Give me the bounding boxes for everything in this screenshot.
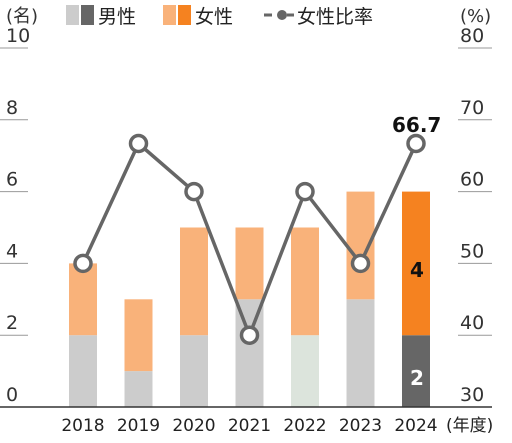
x-tick-label-2024: 2024 bbox=[394, 416, 437, 436]
bar-female-2020 bbox=[180, 227, 208, 336]
left-tick-label-0: 0 bbox=[6, 384, 18, 406]
right-tick-label-60: 60 bbox=[460, 169, 484, 191]
legend-label-male: 男性 bbox=[98, 6, 136, 28]
legend-line-marker-icon bbox=[277, 10, 287, 20]
x-axis-unit: (年度) bbox=[446, 416, 493, 436]
ratio-point-2018 bbox=[73, 253, 93, 274]
legend-label-ratio: 女性比率 bbox=[297, 6, 373, 28]
ratio-point-2020 bbox=[184, 181, 204, 202]
x-tick-label-2022: 2022 bbox=[283, 416, 326, 436]
legend-swatch-male-light bbox=[66, 5, 79, 25]
x-tick-label-2020: 2020 bbox=[172, 416, 215, 436]
bar-female-2024 bbox=[402, 191, 430, 336]
axis-layer: 0 30 2 40 4 50 6 60 8 70 10 80 2018 2019 2020 2021 2022 2… bbox=[0, 25, 492, 436]
legend-swatch-female-dark bbox=[178, 5, 191, 25]
left-axis-unit: (名) bbox=[6, 6, 38, 27]
bar-layer bbox=[69, 191, 430, 407]
legend-swatch-female-light bbox=[163, 5, 176, 25]
right-tick-label-30: 30 bbox=[460, 384, 484, 406]
legend-label-female: 女性 bbox=[195, 6, 233, 28]
bar-male-2018 bbox=[69, 335, 97, 407]
left-tick-label-2: 2 bbox=[6, 312, 18, 334]
legend: 男性 女性 女性比率 bbox=[66, 5, 373, 28]
bar-male-2019 bbox=[124, 371, 153, 407]
right-axis-unit: (%) bbox=[460, 6, 491, 27]
bar-female-2022 bbox=[291, 227, 319, 336]
right-tick-label-40: 40 bbox=[460, 312, 484, 334]
right-tick-label-70: 70 bbox=[460, 97, 484, 119]
ratio-point-2021 bbox=[239, 325, 260, 345]
bar-male-2021 bbox=[235, 299, 264, 407]
male-2024-value-label: 2 bbox=[410, 366, 424, 390]
bar-female-2018 bbox=[69, 263, 97, 336]
bar-male-2020 bbox=[180, 335, 208, 407]
female-2024-value-label: 4 bbox=[410, 258, 424, 282]
ratio-point-2023 bbox=[350, 253, 371, 274]
bar-male-2022 bbox=[291, 335, 319, 407]
grid-layer bbox=[0, 47, 492, 336]
peak-ratio-label: 66.7 bbox=[392, 113, 441, 137]
right-tick-label-50: 50 bbox=[460, 240, 484, 262]
line-layer bbox=[73, 133, 426, 345]
right-tick-label-80: 80 bbox=[460, 25, 484, 47]
x-tick-label-2019: 2019 bbox=[117, 416, 160, 436]
x-tick-label-2021: 2021 bbox=[228, 416, 271, 436]
legend-swatch-male-dark bbox=[81, 5, 94, 25]
bar-female-2019 bbox=[124, 299, 153, 372]
left-tick-label-8: 8 bbox=[6, 97, 18, 119]
ratio-point-2019 bbox=[128, 133, 149, 154]
x-tick-label-2018: 2018 bbox=[61, 416, 104, 436]
bar-male-2023 bbox=[346, 299, 375, 407]
ratio-point-2022 bbox=[295, 181, 315, 202]
bar-female-2021 bbox=[235, 227, 264, 300]
left-tick-label-6: 6 bbox=[6, 169, 18, 191]
left-tick-label-4: 4 bbox=[6, 240, 18, 262]
ratio-point-2024 bbox=[406, 133, 426, 154]
x-tick-label-2023: 2023 bbox=[339, 416, 382, 436]
left-tick-label-10: 10 bbox=[6, 25, 30, 47]
bar-male-2024 bbox=[402, 335, 430, 407]
